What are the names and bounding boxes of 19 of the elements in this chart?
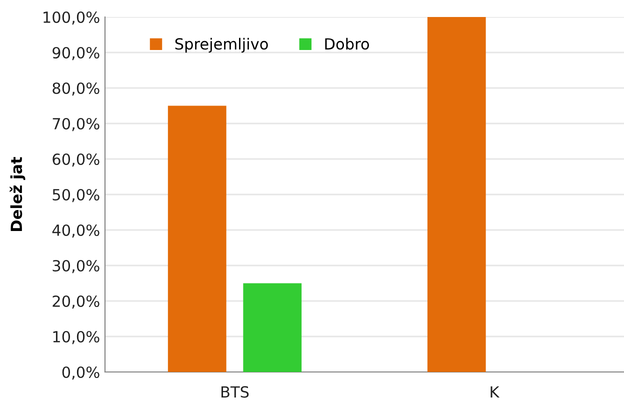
legend-label: Sprejemljivo	[175, 38, 268, 53]
y-tick-label: 70,0%	[52, 118, 100, 132]
bar	[427, 17, 486, 372]
y-tick-label: 40,0%	[52, 224, 100, 238]
y-tick-label: 30,0%	[52, 260, 100, 274]
y-tick-label: 50,0%	[52, 188, 100, 202]
y-tick-label: 100,0%	[44, 11, 100, 25]
y-tick-label: 0,0%	[62, 366, 100, 380]
y-axis-title: Delež jat	[10, 157, 26, 231]
y-tick-label: 90,0%	[52, 46, 100, 60]
x-tick-label: BTS	[221, 386, 249, 398]
y-tick-label: 20,0%	[52, 295, 100, 309]
y-tick-label: 60,0%	[52, 153, 100, 167]
bar	[168, 106, 226, 372]
y-tick-label: 10,0%	[53, 330, 100, 344]
bar	[243, 283, 302, 372]
y-tick-label: 80,0%	[52, 82, 100, 96]
legend-label: Dobro	[325, 38, 369, 50]
x-tick-label: K	[490, 386, 500, 398]
